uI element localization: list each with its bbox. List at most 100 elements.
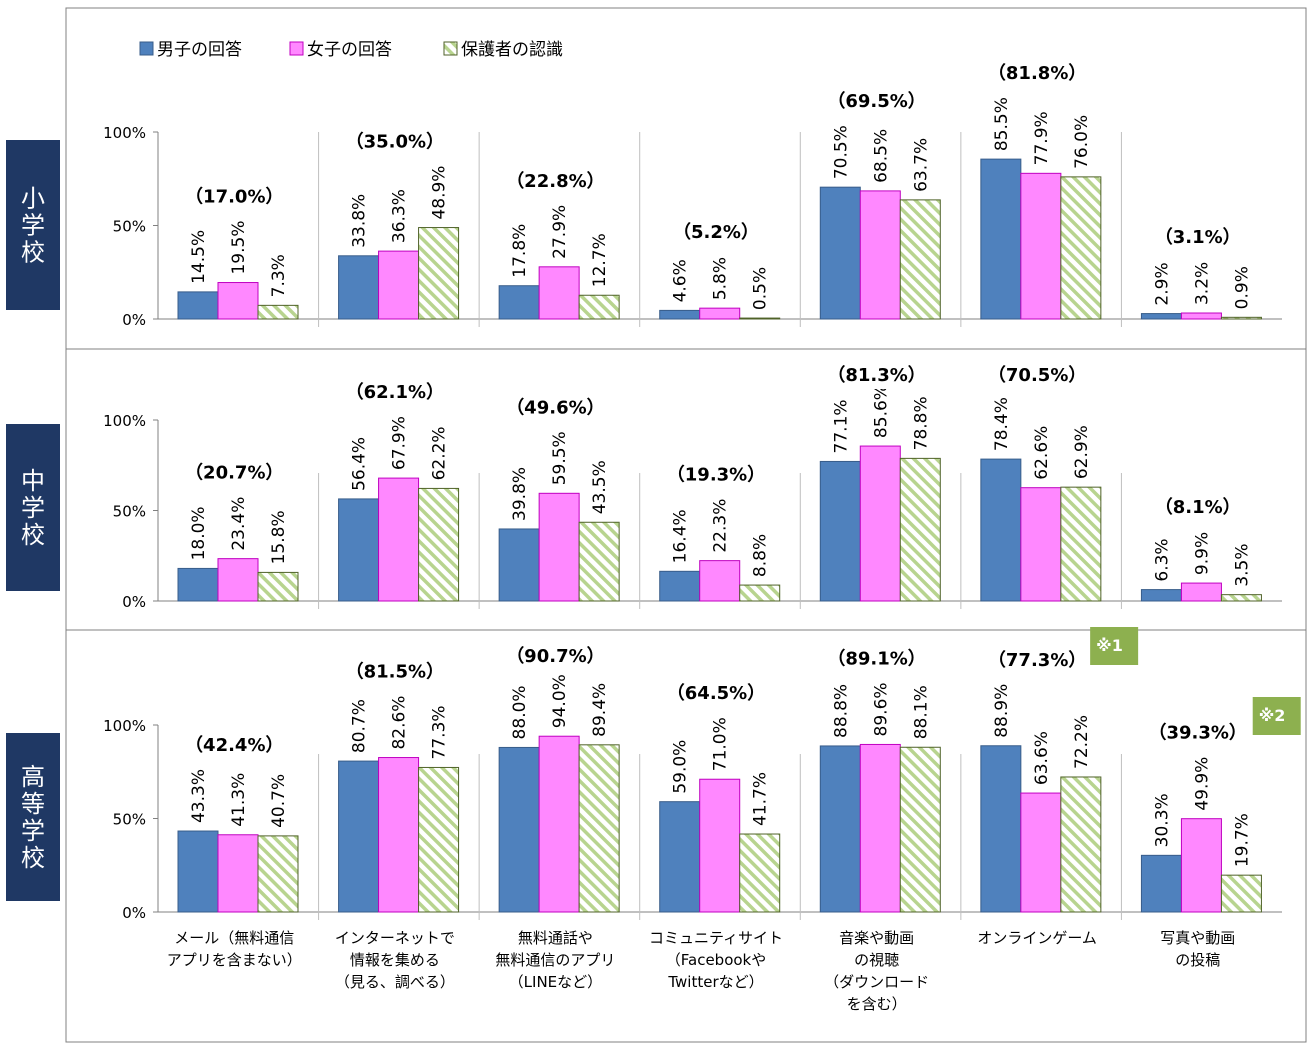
bar-parents — [418, 766, 460, 913]
data-label: 62.6% — [1032, 426, 1052, 480]
bar-parents — [1220, 594, 1262, 602]
data-label: 3.5% — [1232, 543, 1252, 586]
data-label: 85.6% — [871, 384, 891, 438]
data-label: 14.5% — [189, 230, 209, 284]
bar-boys — [659, 570, 701, 602]
legend-swatch-boys — [139, 41, 154, 56]
bar-parents — [1220, 874, 1262, 913]
total-label: （17.0%） — [185, 187, 283, 208]
bar-parents — [739, 317, 781, 320]
data-label: 2.9% — [1152, 262, 1172, 305]
data-label: 43.3% — [189, 769, 209, 823]
bar-boys — [1140, 589, 1182, 602]
total-label: （62.1%） — [346, 382, 444, 403]
bar-girls — [699, 560, 741, 602]
bar-parents — [418, 487, 460, 602]
data-label: 19.5% — [229, 221, 249, 275]
bar-girls — [538, 735, 580, 913]
data-label: 82.6% — [390, 696, 410, 750]
school-label: 高等学校 — [21, 763, 45, 872]
data-label: 23.4% — [229, 497, 249, 551]
category-label: メール（無料通信アプリを含まない） — [167, 929, 302, 969]
total-label: （5.2%） — [673, 222, 759, 243]
data-label: 62.2% — [430, 426, 450, 480]
bar-girls — [538, 266, 580, 320]
bar-parents — [257, 571, 299, 602]
data-label: 8.8% — [751, 534, 771, 577]
total-label: （70.5%） — [988, 365, 1086, 386]
school-label-box — [6, 424, 60, 591]
note-badge — [1090, 627, 1139, 665]
y-tick-label: 100% — [103, 124, 146, 142]
total-label: （20.7%） — [185, 463, 283, 484]
bar-boys — [659, 309, 701, 320]
bar-boys — [498, 528, 540, 602]
data-label: 49.9% — [1192, 757, 1212, 811]
bar-girls — [859, 190, 901, 320]
data-label: 56.4% — [350, 437, 370, 491]
data-label: 77.3% — [430, 705, 450, 759]
bar-girls — [378, 250, 420, 320]
y-tick-label: 50% — [113, 811, 146, 829]
bar-parents — [578, 744, 620, 913]
total-label: （81.5%） — [346, 662, 444, 683]
bar-girls — [1180, 818, 1222, 913]
school-label-box — [6, 733, 60, 901]
total-label-bg — [979, 363, 1096, 389]
bar-boys — [659, 801, 701, 913]
bar-parents — [1060, 776, 1102, 913]
bar-parents — [578, 521, 620, 602]
data-label: 59.5% — [550, 431, 570, 485]
bar-parents — [899, 457, 941, 602]
bar-boys — [177, 830, 219, 913]
note-label: ※1 — [1096, 636, 1123, 655]
y-tick-label: 0% — [122, 593, 146, 611]
bar-parents — [739, 584, 781, 602]
bar-boys — [338, 255, 380, 320]
bar-girls — [699, 307, 741, 320]
bar-girls — [1180, 312, 1222, 320]
school-label: 中学校 — [21, 467, 45, 549]
data-label: 6.3% — [1152, 538, 1172, 581]
data-label: 12.7% — [590, 233, 610, 287]
data-label: 33.8% — [350, 194, 370, 248]
data-label: 22.3% — [711, 499, 731, 553]
y-tick-label: 100% — [103, 717, 146, 735]
bar-girls — [217, 282, 259, 320]
total-label: （81.8%） — [988, 63, 1086, 84]
data-label: 78.4% — [992, 397, 1012, 451]
data-label: 71.0% — [711, 717, 731, 771]
data-label: 30.3% — [1152, 793, 1172, 847]
total-label: （3.1%） — [1155, 227, 1241, 248]
y-tick-label: 0% — [122, 311, 146, 329]
bar-parents — [418, 227, 460, 320]
data-label: 43.5% — [590, 460, 610, 514]
data-label: 89.6% — [871, 682, 891, 736]
category-label: 写真や動画の投稿 — [1160, 929, 1235, 969]
bar-girls — [1180, 582, 1222, 602]
data-label: 88.8% — [831, 684, 851, 738]
total-label: （69.5%） — [827, 91, 925, 112]
y-tick-label: 50% — [113, 218, 146, 236]
bar-boys — [980, 745, 1022, 913]
bar-girls — [217, 558, 259, 602]
legend-label-parents: 保護者の認識 — [461, 40, 563, 60]
data-label: 15.8% — [269, 510, 289, 564]
data-label: 41.7% — [751, 772, 771, 826]
data-label: 70.5% — [831, 125, 851, 179]
bar-girls — [378, 757, 420, 913]
chart-frame — [65, 7, 1307, 1043]
data-label: 40.7% — [269, 774, 289, 828]
data-label: 41.3% — [229, 773, 249, 827]
bar-girls — [699, 778, 741, 913]
data-label: 0.5% — [751, 267, 771, 310]
data-label: 76.0% — [1072, 115, 1092, 169]
bar-boys — [980, 458, 1022, 602]
data-label: 85.5% — [992, 97, 1012, 151]
legend-label-girls: 女子の回答 — [307, 40, 392, 60]
bar-boys — [980, 158, 1022, 320]
total-label: （22.8%） — [506, 171, 604, 192]
data-label: 62.9% — [1072, 425, 1092, 479]
data-label: 39.8% — [510, 467, 530, 521]
total-label: （8.1%） — [1155, 497, 1241, 518]
